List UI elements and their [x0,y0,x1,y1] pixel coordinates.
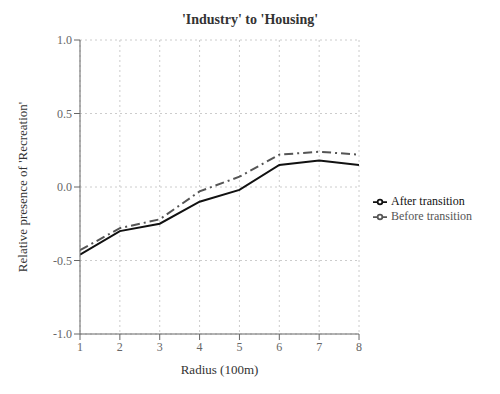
svg-text:4: 4 [197,340,203,354]
svg-text:Radius (100m): Radius (100m) [181,362,259,377]
svg-text:3: 3 [157,340,163,354]
svg-text:2: 2 [117,340,123,354]
svg-text:Relative presence of 'Recreati: Relative presence of 'Recreation' [15,102,30,272]
svg-text:8: 8 [356,340,362,354]
svg-text:-1.0: -1.0 [53,327,72,341]
svg-text:1.0: 1.0 [57,33,72,47]
svg-text:6: 6 [276,340,282,354]
svg-text:0.0: 0.0 [57,180,72,194]
svg-text:1: 1 [77,340,83,354]
html-text:Before transition: Before transition [391,209,472,223]
svg-text:5: 5 [236,340,242,354]
svg-text:-0.5: -0.5 [53,254,72,268]
svg-text:7: 7 [316,340,322,354]
html-text:'Industry' to 'Housing': 'Industry' to 'Housing' [181,12,319,27]
html-text:After transition: After transition [391,193,465,208]
svg-text:0.5: 0.5 [57,107,72,121]
